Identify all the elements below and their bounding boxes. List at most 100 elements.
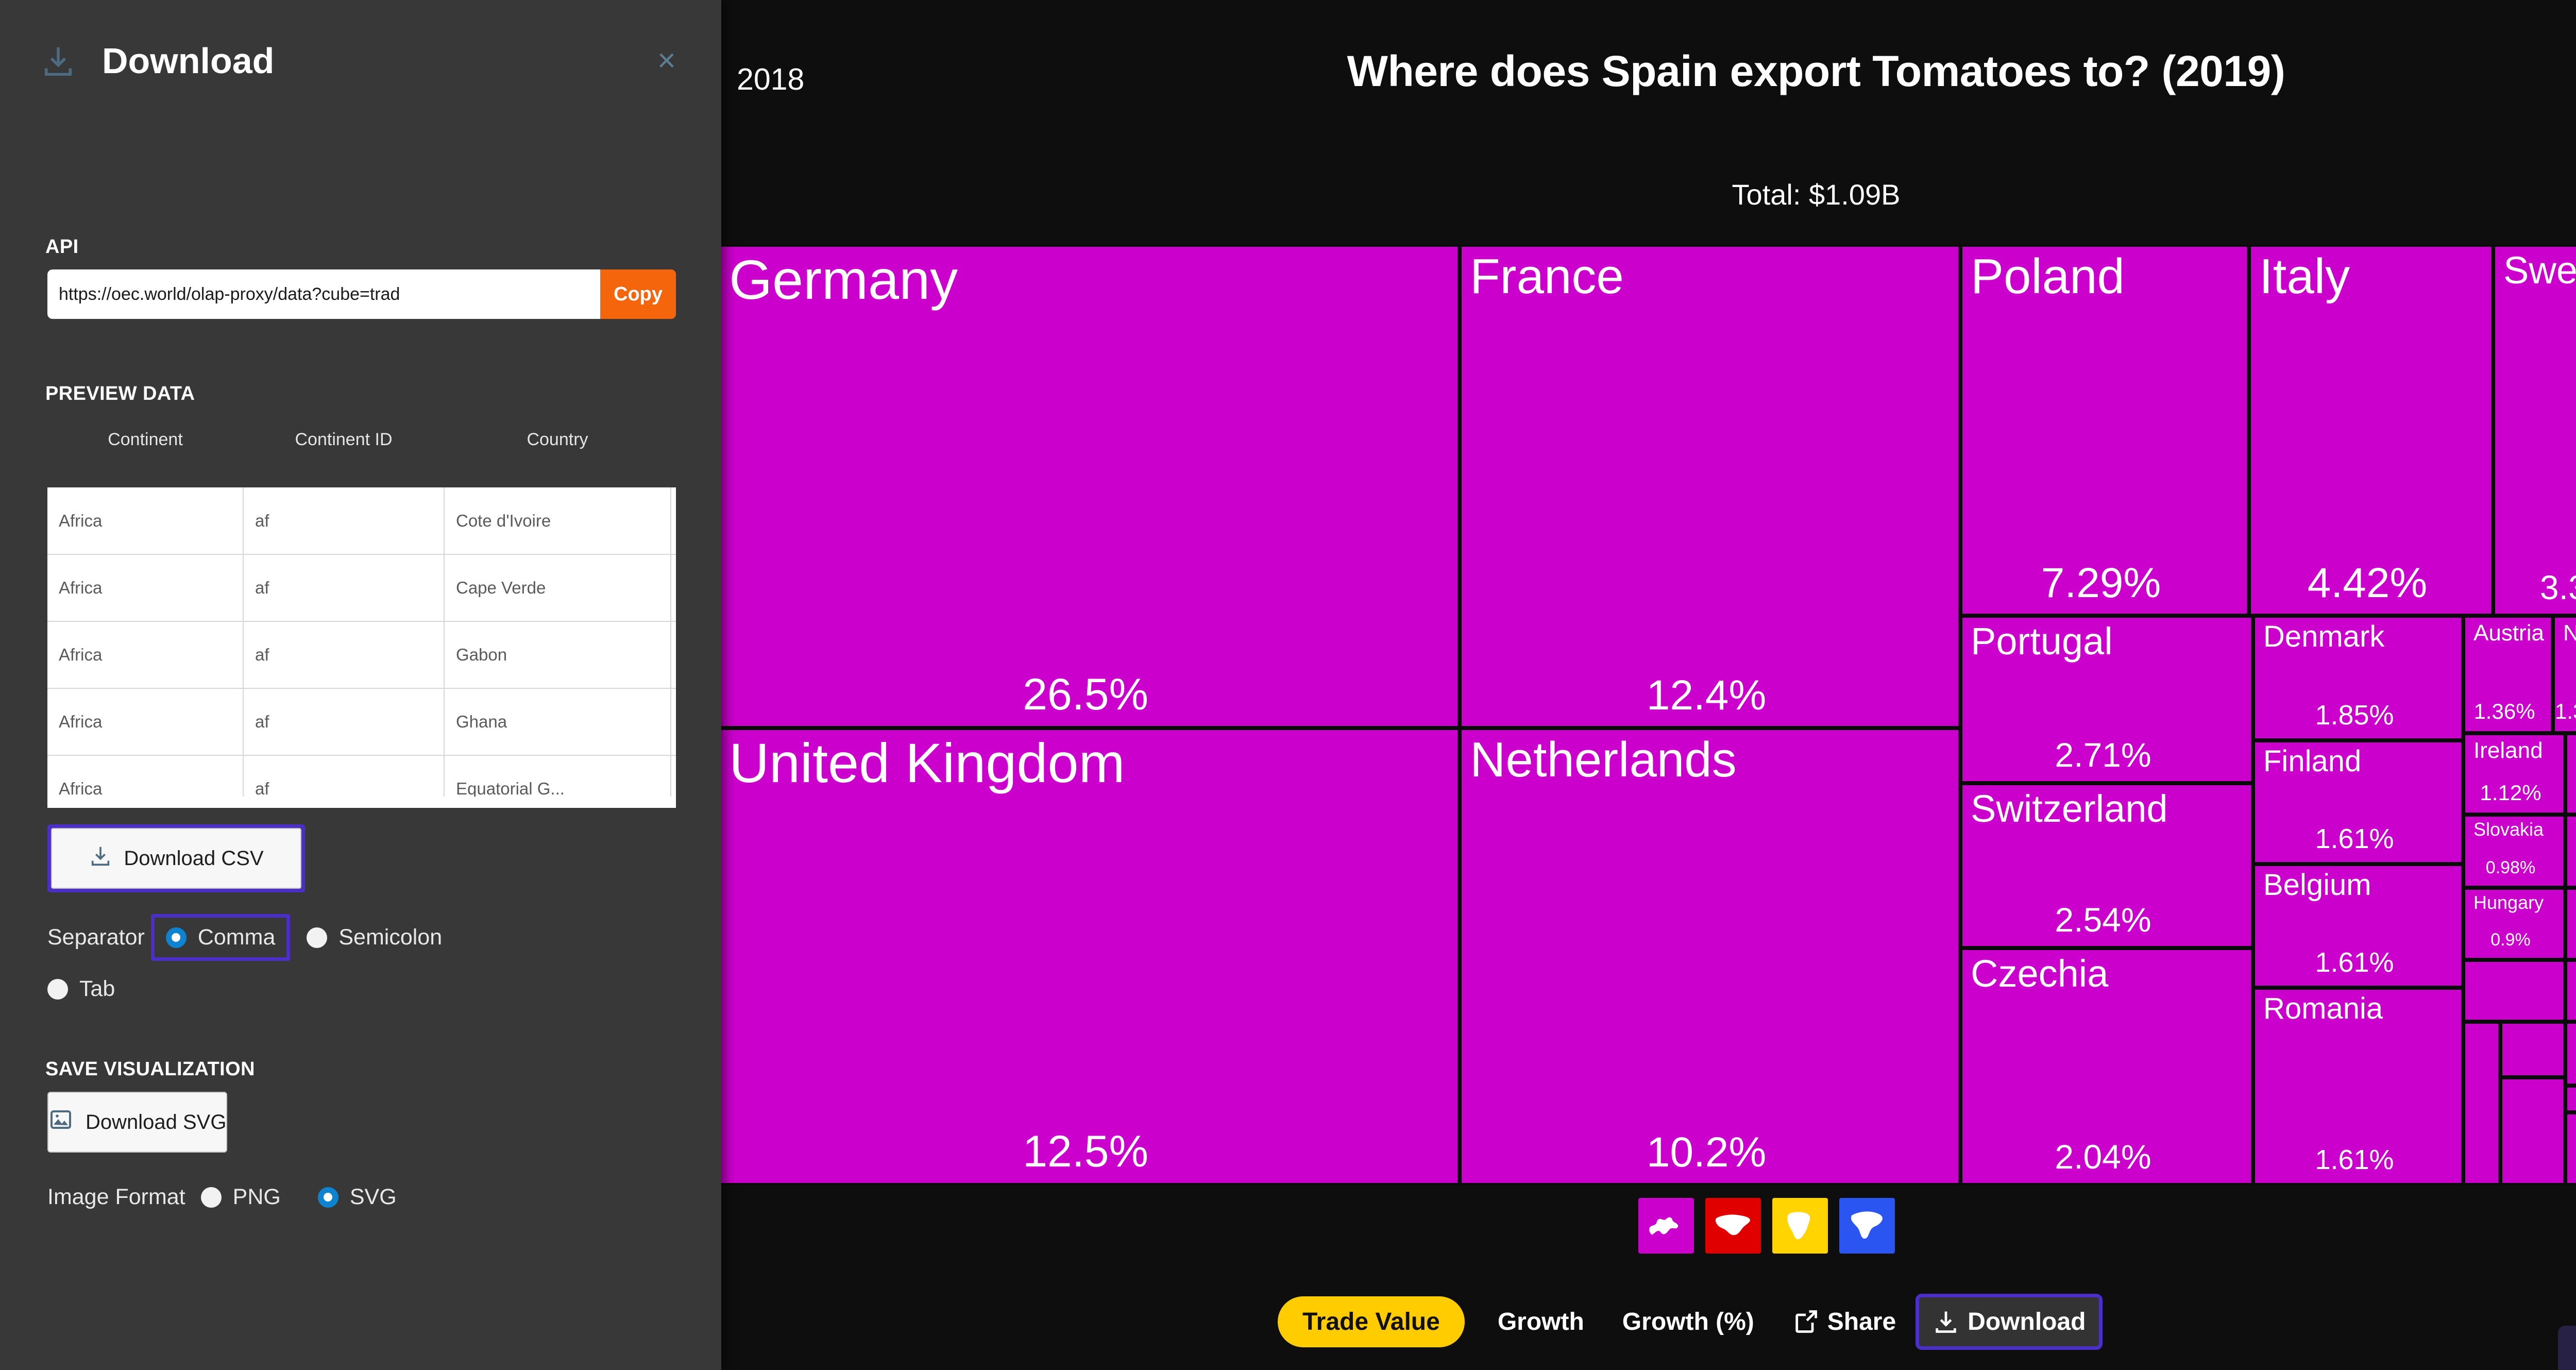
treemap-tile-norway[interactable]: Norway 1.33%: [2553, 616, 2576, 733]
north-america-icon[interactable]: [1839, 1198, 1895, 1254]
download-csv-label: Download CSV: [124, 847, 264, 870]
share-icon: [1792, 1308, 1819, 1335]
europe-icon[interactable]: [1638, 1198, 1694, 1254]
preview-table-wrapper[interactable]: Continent Continent ID Country Africa af…: [47, 416, 676, 808]
tile-value: 12.4%: [1646, 671, 1767, 719]
treemap-tile-poland[interactable]: Poland 7.29%: [1960, 245, 2249, 616]
treemap-tile-portugal[interactable]: Portugal 2.71%: [1960, 616, 2253, 783]
radio-tab[interactable]: [47, 978, 68, 1000]
column-header-continent[interactable]: Continent: [47, 416, 243, 487]
treemap-tile-unlabeled[interactable]: [2565, 1022, 2576, 1086]
api-section-label: API: [45, 236, 79, 258]
treemap-tile-unlabeled[interactable]: [2500, 1077, 2565, 1185]
collapse-chevron-right-icon[interactable]: ∧: [2558, 1326, 2576, 1370]
column-header-country[interactable]: Country: [444, 416, 671, 487]
separator-option-tab[interactable]: Tab: [47, 969, 124, 1009]
treemap-tile-netherlands[interactable]: Netherlands 10.2%: [1460, 728, 1960, 1185]
treemap-tile-united-kingdom[interactable]: United Kingdom 12.5%: [719, 728, 1460, 1185]
tab-growth[interactable]: Growth: [1484, 1296, 1598, 1347]
tile-value: 1.61%: [2315, 947, 2394, 978]
cell-country: Cape Verde: [444, 554, 671, 622]
tile-label: Romania: [2263, 992, 2383, 1025]
download-button[interactable]: Download: [1916, 1293, 2103, 1350]
treemap-tile-germany[interactable]: Germany 26.5%: [719, 245, 1460, 728]
radio-svg[interactable]: [317, 1187, 338, 1208]
treemap-tile-unlabeled[interactable]: [2565, 1112, 2576, 1185]
scrollbar-thumb[interactable]: [47, 797, 331, 808]
treemap-tile-unlabeled[interactable]: [2565, 1086, 2576, 1112]
treemap-tile-hungary[interactable]: Hungary 0.9%: [2463, 888, 2565, 960]
separator-option-label: Comma: [197, 925, 276, 950]
tile-value: 1.12%: [2480, 780, 2541, 805]
tile-value: 1.33%: [2555, 699, 2576, 723]
tile-label: Sweden: [2503, 249, 2576, 292]
download-csv-button[interactable]: Download CSV: [51, 828, 301, 889]
cell-continent-id: af: [243, 688, 445, 756]
treemap-tile-lithuania[interactable]: Lithuania 0.9%: [2565, 733, 2576, 815]
treemap-tile-ireland[interactable]: Ireland 1.12%: [2463, 733, 2565, 815]
download-icon: [40, 43, 76, 79]
treemap-tile-unlabeled[interactable]: [2565, 815, 2576, 888]
image-format-option-svg[interactable]: SVG: [309, 1177, 406, 1217]
radio-comma[interactable]: [165, 927, 187, 948]
treemap-tile-czechia[interactable]: Czechia 2.04%: [1960, 948, 2253, 1185]
treemap-tile-unlabeled[interactable]: [2463, 960, 2565, 1022]
year-label: 2018: [737, 62, 805, 96]
close-icon[interactable]: ×: [657, 43, 676, 78]
tile-value: 0.98%: [2485, 858, 2536, 878]
preview-section-label: PREVIEW DATA: [45, 383, 195, 404]
download-button-inner[interactable]: Download: [1919, 1297, 2099, 1346]
table-row: Africa af Cote d'Ivoire afc: [47, 487, 676, 555]
tile-label: Netherlands: [1470, 732, 1737, 787]
treemap-chart: Germany 26.5% United Kingdom 12.5% Franc…: [719, 245, 2576, 1185]
horizontal-scrollbar[interactable]: [47, 797, 676, 808]
treemap-tile-romania[interactable]: Romania 1.61%: [2253, 988, 2463, 1185]
column-header-country-id[interactable]: [671, 416, 676, 487]
treemap-tile-unlabeled[interactable]: [2500, 1022, 2565, 1077]
treemap-tile-unlabeled[interactable]: [2463, 1022, 2500, 1185]
download-icon: [89, 844, 112, 873]
treemap-tile-austria[interactable]: Austria 1.36%: [2463, 616, 2553, 733]
api-url-field[interactable]: https://oec.world/olap-proxy/data?cube=t…: [47, 269, 676, 319]
treemap-tile-france[interactable]: France 12.4%: [1460, 245, 1960, 728]
tile-value: 1.85%: [2315, 700, 2394, 731]
tile-value: 2.71%: [2055, 735, 2151, 774]
asia-icon[interactable]: [1705, 1198, 1761, 1254]
treemap-tile-unlabeled[interactable]: [2565, 888, 2576, 960]
panel-header: Download ×: [0, 0, 721, 81]
tab-growth-percent[interactable]: Growth (%): [1609, 1296, 1768, 1347]
treemap-tile-slovakia[interactable]: Slovakia 0.98%: [2463, 815, 2565, 888]
table-row: Africa af Gabon afg: [47, 621, 676, 689]
treemap-tile-unlabeled[interactable]: [2565, 960, 2576, 1022]
africa-icon[interactable]: [1772, 1198, 1828, 1254]
tile-label: Italy: [2259, 249, 2350, 304]
image-format-row: Image Format PNG SVG: [47, 1177, 721, 1217]
radio-png[interactable]: [200, 1187, 222, 1208]
treemap-tile-italy[interactable]: Italy 4.42%: [2249, 245, 2493, 616]
column-header-continent-id[interactable]: Continent ID: [243, 416, 444, 487]
treemap-tile-sweden[interactable]: Sweden 3.34%: [2493, 245, 2576, 616]
share-button[interactable]: Share: [1779, 1297, 1909, 1346]
treemap-tile-finland[interactable]: Finland 1.61%: [2253, 740, 2463, 864]
cell-country: Cote d'Ivoire: [444, 487, 671, 555]
separator-option-comma[interactable]: Comma: [150, 914, 291, 961]
download-csv-highlight: Download CSV: [47, 824, 305, 892]
image-format-option-label: SVG: [349, 1185, 397, 1209]
radio-semicolon[interactable]: [307, 927, 328, 948]
treemap-tile-switzerland[interactable]: Switzerland 2.54%: [1960, 783, 2253, 948]
separator-option-semicolon[interactable]: Semicolon: [297, 918, 451, 957]
tab-trade-value[interactable]: Trade Value: [1278, 1296, 1465, 1347]
tile-label: Portugal: [1971, 620, 2113, 663]
separator-row-tab: Tab: [47, 969, 721, 1009]
image-format-option-png[interactable]: PNG: [192, 1177, 290, 1217]
tile-value: 10.2%: [1646, 1128, 1767, 1176]
cell-country-id: afg: [671, 621, 676, 689]
download-svg-button[interactable]: Download SVG: [47, 1092, 228, 1153]
page-title: Where does Spain export Tomatoes to? (20…: [1347, 47, 2285, 95]
api-url-input[interactable]: https://oec.world/olap-proxy/data?cube=t…: [59, 284, 400, 304]
copy-button[interactable]: Copy: [600, 269, 676, 319]
cell-continent-id: af: [243, 554, 445, 622]
treemap-tile-belgium[interactable]: Belgium 1.61%: [2253, 864, 2463, 988]
treemap-tile-denmark[interactable]: Denmark 1.85%: [2253, 616, 2463, 740]
